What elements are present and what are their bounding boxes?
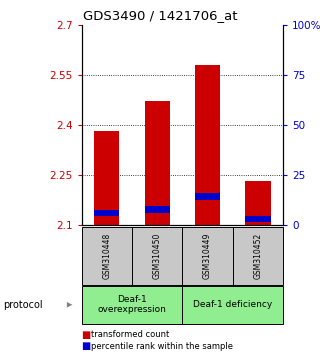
Text: transformed count: transformed count bbox=[91, 330, 170, 339]
Text: GSM310449: GSM310449 bbox=[203, 233, 212, 279]
Bar bbox=[195, 193, 220, 200]
Bar bbox=[145, 102, 170, 225]
Text: GSM310448: GSM310448 bbox=[102, 233, 111, 279]
Text: protocol: protocol bbox=[3, 300, 43, 310]
Text: ■: ■ bbox=[82, 330, 91, 339]
Bar bbox=[145, 206, 170, 213]
Text: GSM310452: GSM310452 bbox=[253, 233, 262, 279]
Bar bbox=[94, 210, 119, 216]
Bar bbox=[94, 131, 119, 225]
Text: GDS3490 / 1421706_at: GDS3490 / 1421706_at bbox=[83, 9, 237, 22]
Text: Deaf-1
overexpression: Deaf-1 overexpression bbox=[98, 295, 166, 314]
Bar bbox=[245, 216, 271, 222]
Text: Deaf-1 deficiency: Deaf-1 deficiency bbox=[193, 300, 272, 309]
Text: percentile rank within the sample: percentile rank within the sample bbox=[91, 342, 233, 351]
Text: GSM310450: GSM310450 bbox=[153, 233, 162, 279]
Bar bbox=[195, 65, 220, 225]
Text: ■: ■ bbox=[82, 341, 91, 351]
Bar bbox=[245, 182, 271, 225]
